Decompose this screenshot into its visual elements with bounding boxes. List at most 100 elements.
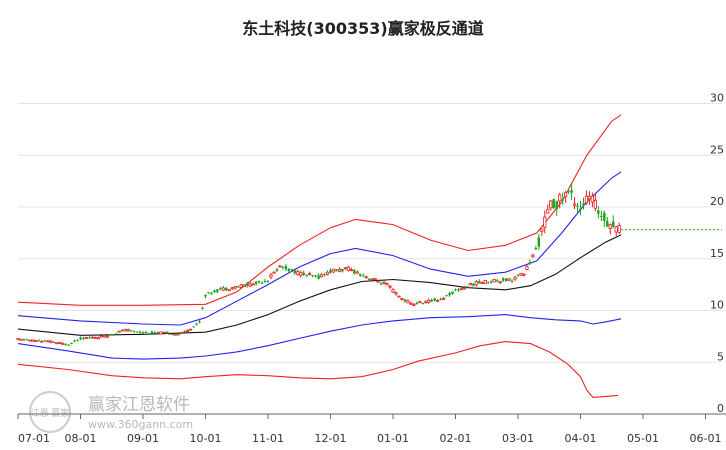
candle-up <box>90 336 95 339</box>
candle-down <box>448 291 451 297</box>
candle-body <box>385 283 389 286</box>
candle-body <box>153 332 157 334</box>
candle-down <box>132 330 136 333</box>
candle-down <box>144 330 148 333</box>
candle-body <box>478 280 481 284</box>
candle-body <box>64 343 67 345</box>
candle-down <box>433 297 436 302</box>
x-tick-label: 06-01 <box>690 432 722 445</box>
candle-down <box>198 319 201 324</box>
x-tick-label: 02-01 <box>440 432 472 445</box>
candle-body <box>319 274 324 278</box>
candle-down <box>43 339 46 342</box>
candle-up <box>46 340 50 343</box>
candle-body <box>487 281 490 283</box>
candle-body <box>305 274 308 276</box>
candle-down <box>88 336 91 339</box>
candle-up <box>319 272 324 278</box>
x-tick-label: 12-01 <box>315 432 347 445</box>
candle-body <box>242 284 246 287</box>
candle-up <box>355 270 359 274</box>
candle-up <box>239 283 243 289</box>
band-lower-inner <box>17 314 622 360</box>
candle-up <box>468 282 472 286</box>
candle-body <box>16 338 20 341</box>
candle-up <box>61 342 65 345</box>
candle-body <box>82 337 85 340</box>
candle-body <box>216 289 219 292</box>
candle-down <box>281 266 285 270</box>
watermark-brand: 赢家江恩软件 <box>88 395 190 415</box>
candle-body <box>132 330 136 332</box>
candle-down <box>302 270 305 277</box>
candle-down <box>579 200 582 216</box>
y-tick-label: 15 <box>710 247 724 260</box>
candle-down <box>421 302 424 305</box>
candle-body <box>403 299 407 302</box>
candle-body <box>278 265 282 268</box>
candle-up <box>513 275 517 282</box>
candle-up <box>492 278 496 283</box>
candle-up <box>400 298 404 301</box>
candle-up <box>558 192 562 209</box>
candle-body <box>323 274 326 276</box>
candle-up <box>474 279 478 287</box>
candle-down <box>504 277 508 282</box>
candle-body <box>237 286 240 288</box>
candle-down <box>362 273 365 277</box>
candle-down <box>567 190 570 194</box>
candle-body <box>245 283 249 286</box>
candle-body <box>593 199 597 209</box>
candle-body <box>156 331 160 333</box>
candle-body <box>19 338 23 341</box>
candle-up <box>251 282 255 286</box>
candle-down <box>115 332 118 335</box>
candle-body <box>317 275 320 279</box>
candle-body <box>362 275 365 277</box>
candle-up <box>382 280 386 285</box>
candle-body <box>180 332 184 335</box>
candle-up <box>409 301 413 305</box>
candle-body <box>513 276 517 280</box>
candle-body <box>43 340 46 342</box>
candle-body <box>230 287 234 290</box>
x-tick-label: 05-01 <box>627 432 659 445</box>
candle-down <box>353 268 356 275</box>
candle-down <box>263 278 267 283</box>
candle-down <box>216 289 219 294</box>
candle-down <box>171 333 174 336</box>
candle-up <box>608 223 612 235</box>
candle-body <box>353 270 356 274</box>
candle-body <box>90 336 95 339</box>
candle-down <box>606 216 609 227</box>
candle-body <box>183 331 186 333</box>
candle-down <box>451 291 454 295</box>
candle-body <box>227 289 231 292</box>
candle-up <box>233 285 237 290</box>
candle-up <box>397 295 401 298</box>
candle-down <box>237 285 240 288</box>
candle-body <box>400 298 404 300</box>
candle-body <box>331 268 336 273</box>
y-tick-label: 0 <box>717 402 724 415</box>
candle-body <box>459 288 464 291</box>
candle-down <box>335 269 338 272</box>
candle-down <box>582 197 585 210</box>
candle-down <box>138 330 142 334</box>
candle-up <box>331 268 336 273</box>
candle-body <box>115 333 118 335</box>
candle-body <box>349 269 353 272</box>
candle-body <box>275 269 279 272</box>
candle-body <box>195 323 198 325</box>
candle-body <box>88 337 91 339</box>
x-tick-label: 01-01 <box>377 432 409 445</box>
candle-up <box>84 337 89 340</box>
candle-up <box>546 204 550 214</box>
candle-up <box>99 335 103 338</box>
candle-body <box>561 199 564 201</box>
candle-body <box>584 195 589 204</box>
y-axis: 0 5 10 15 20 25 30 <box>710 92 724 416</box>
candle-up <box>373 278 377 280</box>
candle-body <box>112 334 115 336</box>
candle-down <box>597 205 600 219</box>
